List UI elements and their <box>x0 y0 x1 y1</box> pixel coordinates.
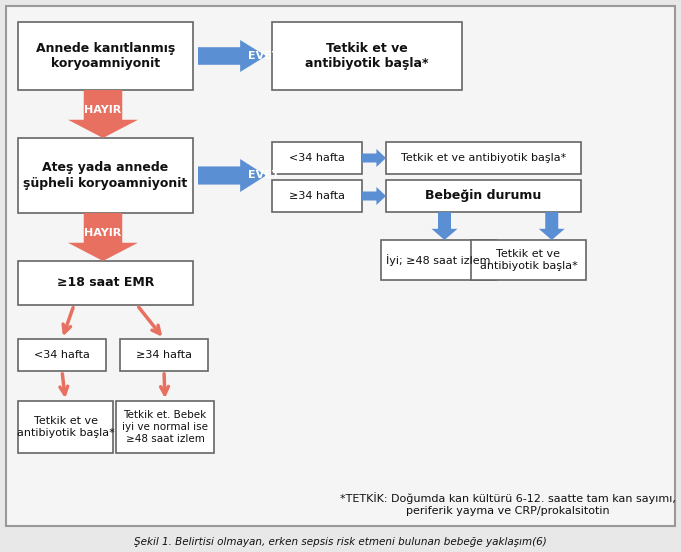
Text: Tetkik et ve antibiyotik başla*: Tetkik et ve antibiyotik başla* <box>401 153 566 163</box>
FancyBboxPatch shape <box>6 6 675 526</box>
Text: EVET: EVET <box>249 51 280 61</box>
FancyBboxPatch shape <box>18 22 193 90</box>
FancyBboxPatch shape <box>116 401 214 453</box>
Text: *TETKİK: Doğumda kan kültürü 6-12. saatte tam kan sayımı,
periferik yayma ve CRP: *TETKİK: Doğumda kan kültürü 6-12. saatt… <box>340 492 676 516</box>
Text: HAYIR: HAYIR <box>84 105 122 115</box>
FancyBboxPatch shape <box>18 339 106 371</box>
Text: ≥34 hafta: ≥34 hafta <box>136 350 192 360</box>
Text: HAYIR: HAYIR <box>84 228 122 238</box>
Text: Tetkik et ve
antibiyotik başla*: Tetkik et ve antibiyotik başla* <box>479 249 577 271</box>
Polygon shape <box>68 213 138 261</box>
Text: ≥18 saat EMR: ≥18 saat EMR <box>57 277 154 289</box>
Polygon shape <box>198 159 266 192</box>
FancyBboxPatch shape <box>272 142 362 174</box>
Polygon shape <box>198 40 266 72</box>
FancyBboxPatch shape <box>272 22 462 90</box>
FancyBboxPatch shape <box>272 180 362 212</box>
Polygon shape <box>68 90 138 138</box>
Text: Tetkik et. Bebek
iyi ve normal ise
≥48 saat izlem: Tetkik et. Bebek iyi ve normal ise ≥48 s… <box>122 410 208 444</box>
Polygon shape <box>362 187 386 205</box>
Text: ≥34 hafta: ≥34 hafta <box>289 191 345 201</box>
Text: İyi; ≥48 saat izlem: İyi; ≥48 saat izlem <box>386 254 491 266</box>
Text: Tetkik et ve
antibiyotik başla*: Tetkik et ve antibiyotik başla* <box>305 42 429 70</box>
FancyBboxPatch shape <box>386 180 581 212</box>
FancyBboxPatch shape <box>18 401 113 453</box>
Polygon shape <box>362 149 386 167</box>
FancyBboxPatch shape <box>386 142 581 174</box>
Polygon shape <box>432 212 458 240</box>
Text: <34 hafta: <34 hafta <box>289 153 345 163</box>
Text: Annede kanıtlanmış
koryoamniyonit: Annede kanıtlanmış koryoamniyonit <box>36 42 175 70</box>
Text: EVET: EVET <box>249 171 280 181</box>
FancyBboxPatch shape <box>120 339 208 371</box>
Text: <34 hafta: <34 hafta <box>34 350 90 360</box>
FancyBboxPatch shape <box>381 240 496 280</box>
Text: Bebeğin durumu: Bebeğin durumu <box>426 189 541 203</box>
FancyBboxPatch shape <box>18 261 193 305</box>
FancyBboxPatch shape <box>18 138 193 213</box>
Text: Şekil 1. Belirtisi olmayan, erken sepsis risk etmeni bulunan bebeğe yaklaşım(6): Şekil 1. Belirtisi olmayan, erken sepsis… <box>134 537 547 547</box>
Polygon shape <box>539 212 565 240</box>
Text: Tetkik et ve
antibiyotik başla*: Tetkik et ve antibiyotik başla* <box>16 416 114 438</box>
FancyBboxPatch shape <box>471 240 586 280</box>
Text: Ateş yada annede
şüpheli koryoamniyonit: Ateş yada annede şüpheli koryoamniyonit <box>23 162 188 189</box>
